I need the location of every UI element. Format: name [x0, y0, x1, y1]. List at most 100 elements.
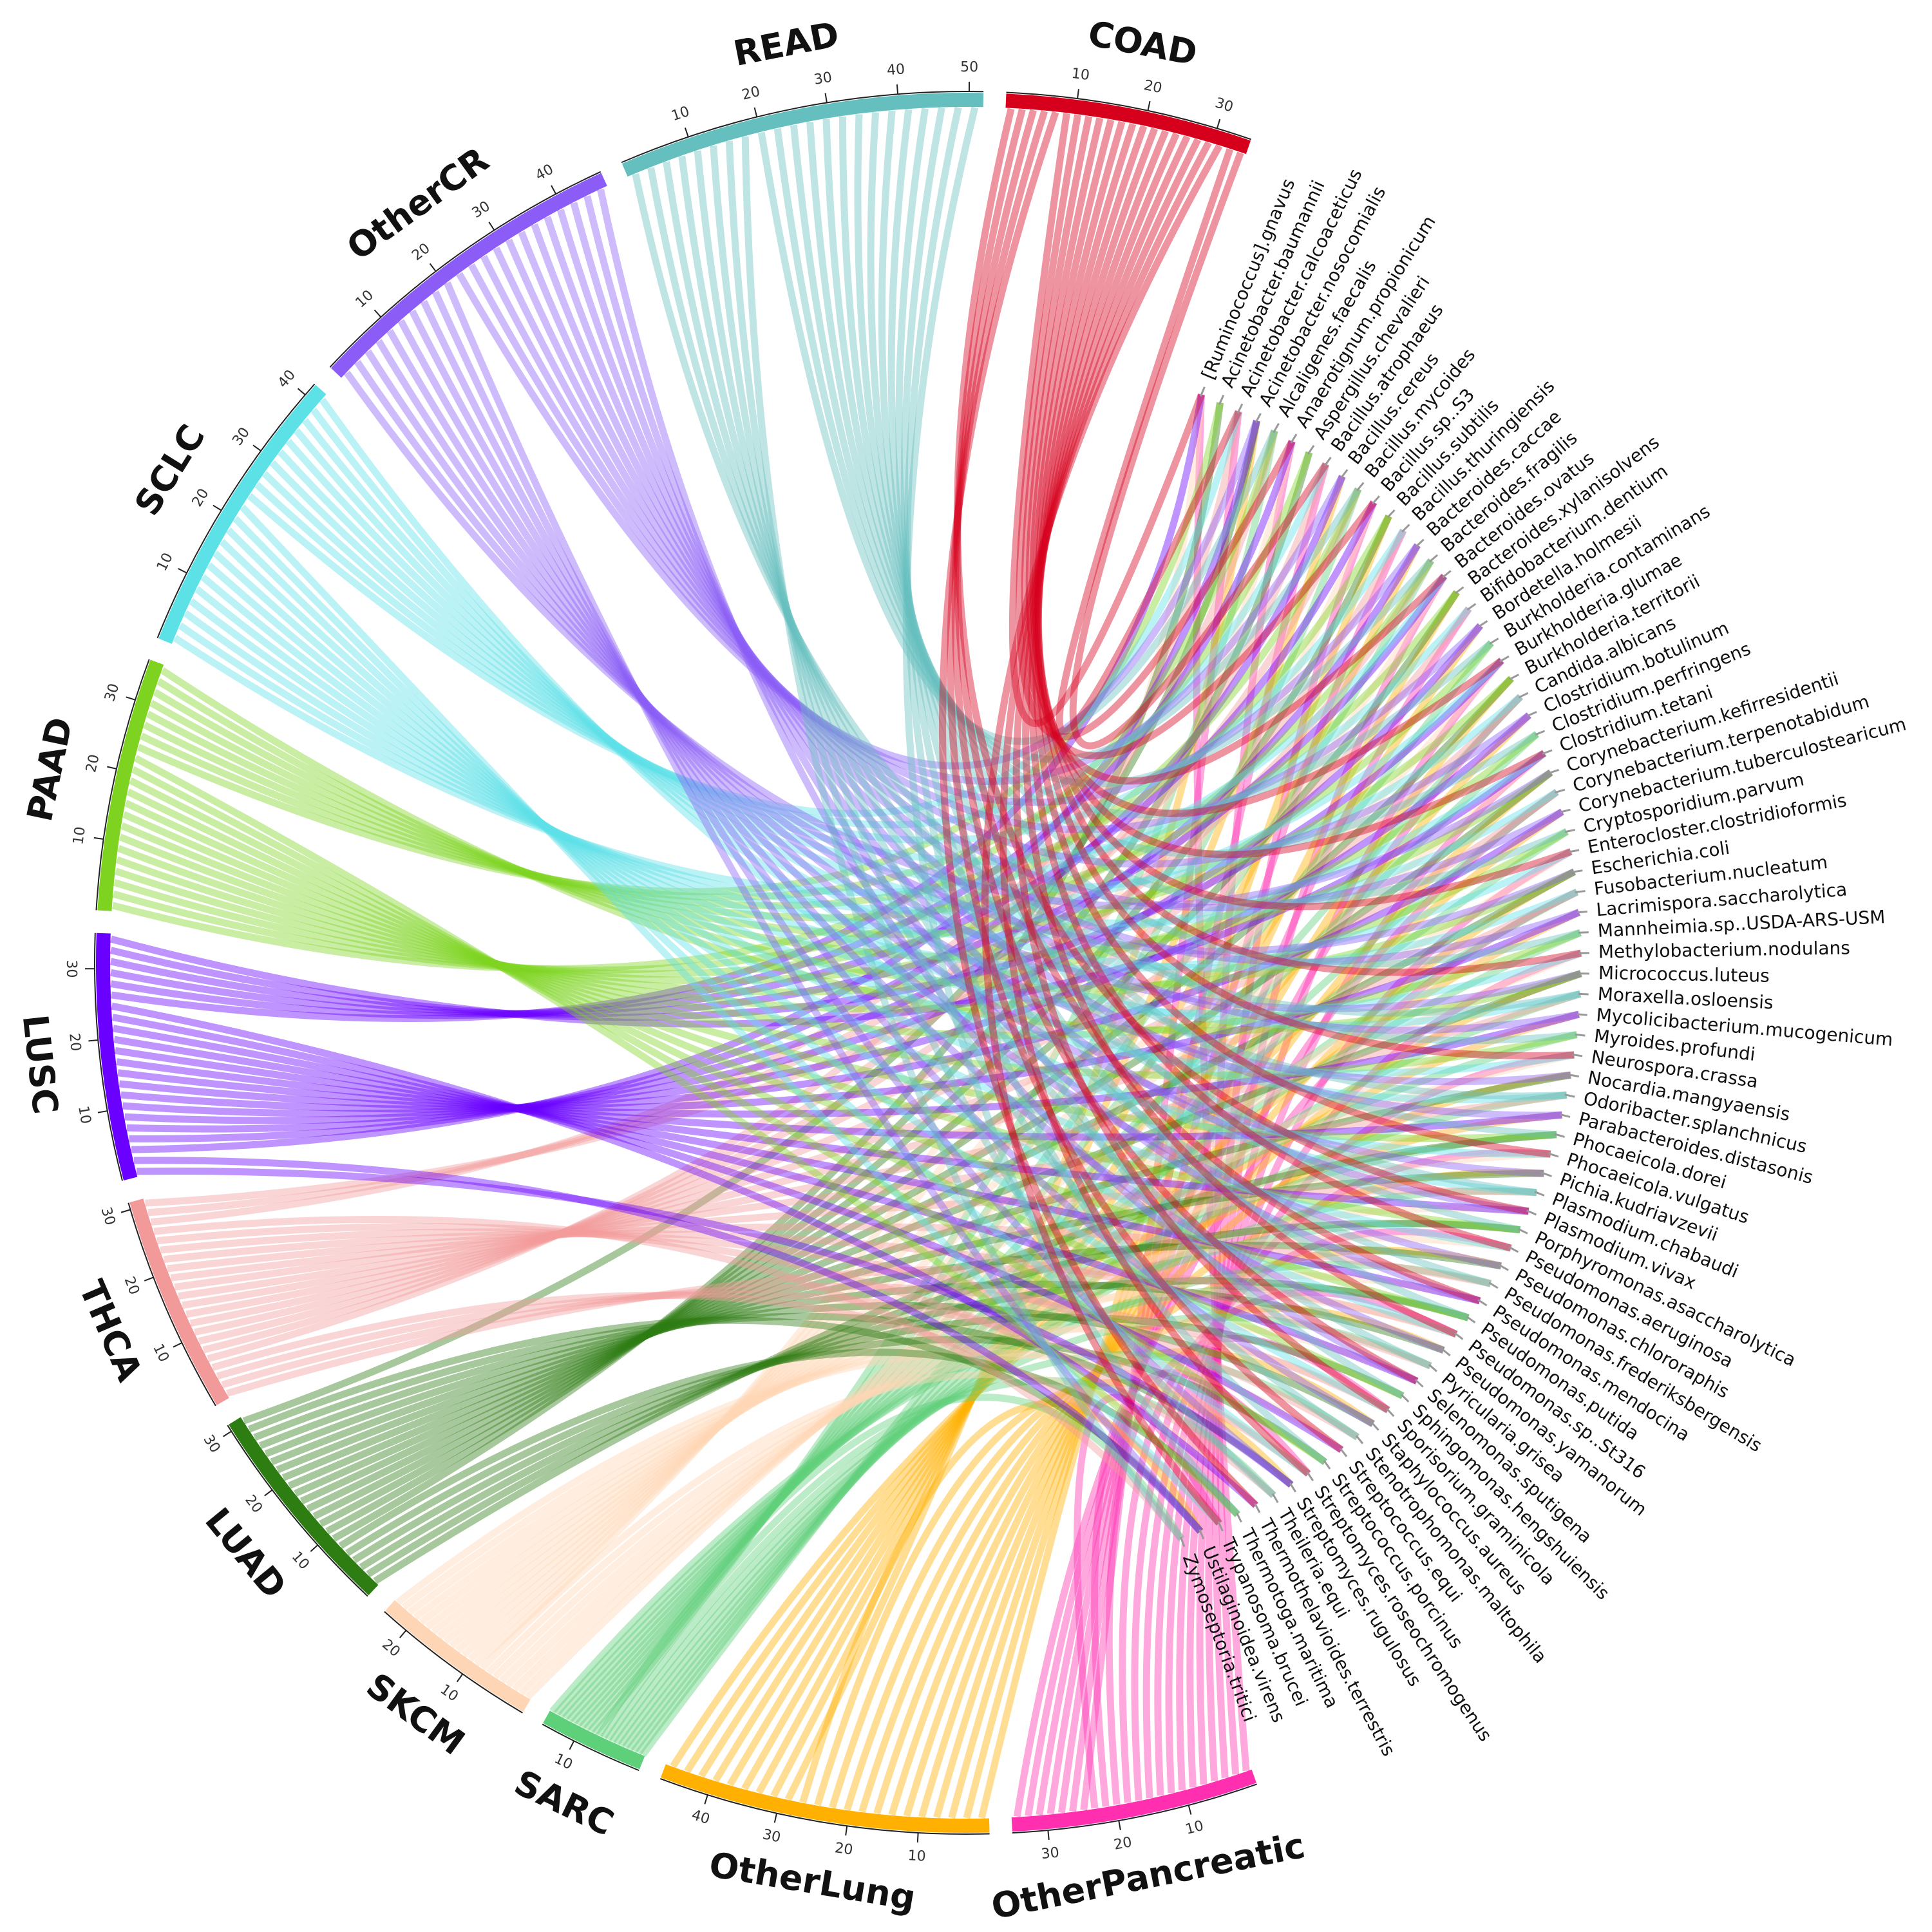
- sector-label: LUSC: [15, 1012, 66, 1116]
- link: [156, 1223, 1276, 1499]
- link: [124, 623, 1483, 1124]
- species-mark: [1499, 655, 1510, 663]
- link: [1028, 132, 1512, 1252]
- link: [1069, 463, 1330, 1812]
- link: [232, 516, 1311, 1477]
- link: [544, 216, 1580, 1034]
- link: [632, 173, 1581, 1017]
- link: [147, 488, 1362, 1217]
- link: [480, 1370, 1259, 1671]
- link: [269, 460, 1472, 865]
- sector-axis: [128, 1202, 216, 1406]
- species-mark: [1323, 1460, 1331, 1470]
- link: [111, 1014, 1343, 1454]
- link: [116, 1058, 1562, 1141]
- link: [493, 247, 1483, 833]
- link-bundle: [395, 394, 1582, 1700]
- link: [118, 833, 1582, 1039]
- link: [354, 360, 1576, 955]
- link: [202, 462, 1330, 1354]
- species-mark: [1199, 386, 1206, 397]
- sector-arc: [385, 1600, 531, 1712]
- link: [725, 140, 1276, 1499]
- link: [194, 586, 1582, 1018]
- link: [1034, 125, 1582, 976]
- link: [276, 1170, 1544, 1473]
- link-bundle: [111, 402, 1582, 1517]
- link: [518, 1010, 1580, 1696]
- species-mark: [1568, 1074, 1580, 1078]
- link: [170, 1187, 1537, 1282]
- link: [137, 1168, 1294, 1488]
- link: [492, 1318, 1419, 1680]
- tick-label: 30: [813, 70, 833, 88]
- species-mark: [1564, 1094, 1575, 1098]
- sector-axis: [621, 91, 984, 164]
- tick-label: 10: [669, 104, 692, 125]
- sector-label: READ: [730, 14, 842, 74]
- link: [900, 107, 1405, 1399]
- link: [122, 811, 1557, 1142]
- tick-label: 10: [1070, 66, 1090, 84]
- link: [887, 109, 1521, 1234]
- species-mark: [1273, 422, 1280, 433]
- tick-mark: [88, 1039, 99, 1042]
- link: [1176, 848, 1573, 1791]
- link: [160, 667, 1582, 1035]
- link: [712, 808, 1564, 1783]
- tick-mark: [429, 263, 437, 272]
- link: [878, 110, 1557, 1139]
- link: [1193, 394, 1250, 1772]
- link: [553, 1220, 1520, 1716]
- link: [112, 488, 1362, 974]
- species-mark: [1372, 495, 1380, 505]
- sector-label: PAAD: [19, 714, 80, 825]
- link: [963, 590, 1460, 1819]
- species-mark: [1577, 1013, 1587, 1016]
- link: [338, 1349, 1240, 1549]
- link: [211, 1291, 1222, 1526]
- species-mark: [1307, 444, 1315, 455]
- link: [1016, 114, 1296, 741]
- link: [207, 410, 1242, 1363]
- link: [219, 538, 1457, 1338]
- link: [264, 1280, 1445, 1457]
- link: [571, 828, 1569, 1725]
- link: [773, 128, 1361, 763]
- species-mark: [1541, 1171, 1552, 1177]
- species-mark: [1356, 482, 1365, 491]
- link: [902, 106, 1240, 1517]
- link: [790, 124, 1434, 788]
- link: [1032, 120, 1546, 858]
- link: [200, 574, 1575, 1077]
- link: [153, 688, 1553, 961]
- link: [302, 418, 1582, 1029]
- link: [1074, 1394, 1222, 1809]
- link: [115, 731, 1539, 996]
- tick-label: 10: [289, 1549, 312, 1573]
- sector-label: OtherPancreatic: [988, 1825, 1308, 1927]
- link: [145, 558, 1434, 1207]
- species-mark: [1255, 413, 1262, 423]
- species-mark: [1271, 1493, 1279, 1503]
- link: [631, 889, 1579, 1754]
- link: [124, 799, 1520, 1234]
- species-mark: [1198, 1529, 1205, 1540]
- link: [455, 574, 1448, 1653]
- link: [1009, 113, 1205, 727]
- link: [518, 231, 1564, 911]
- species-mark: [1575, 1033, 1586, 1037]
- species-mark: [1236, 1512, 1242, 1523]
- link: [670, 1111, 1562, 1768]
- link: [299, 770, 1553, 1504]
- tick-label: 10: [353, 287, 377, 311]
- link: [247, 1316, 1204, 1534]
- link: [647, 167, 1567, 1100]
- link: [142, 514, 1392, 909]
- link: [698, 909, 1581, 1778]
- link: [1022, 135, 1458, 1338]
- link: [189, 598, 1573, 973]
- link: [366, 1220, 1520, 1578]
- species-label: Methylobacterium.nodulans: [1598, 937, 1850, 962]
